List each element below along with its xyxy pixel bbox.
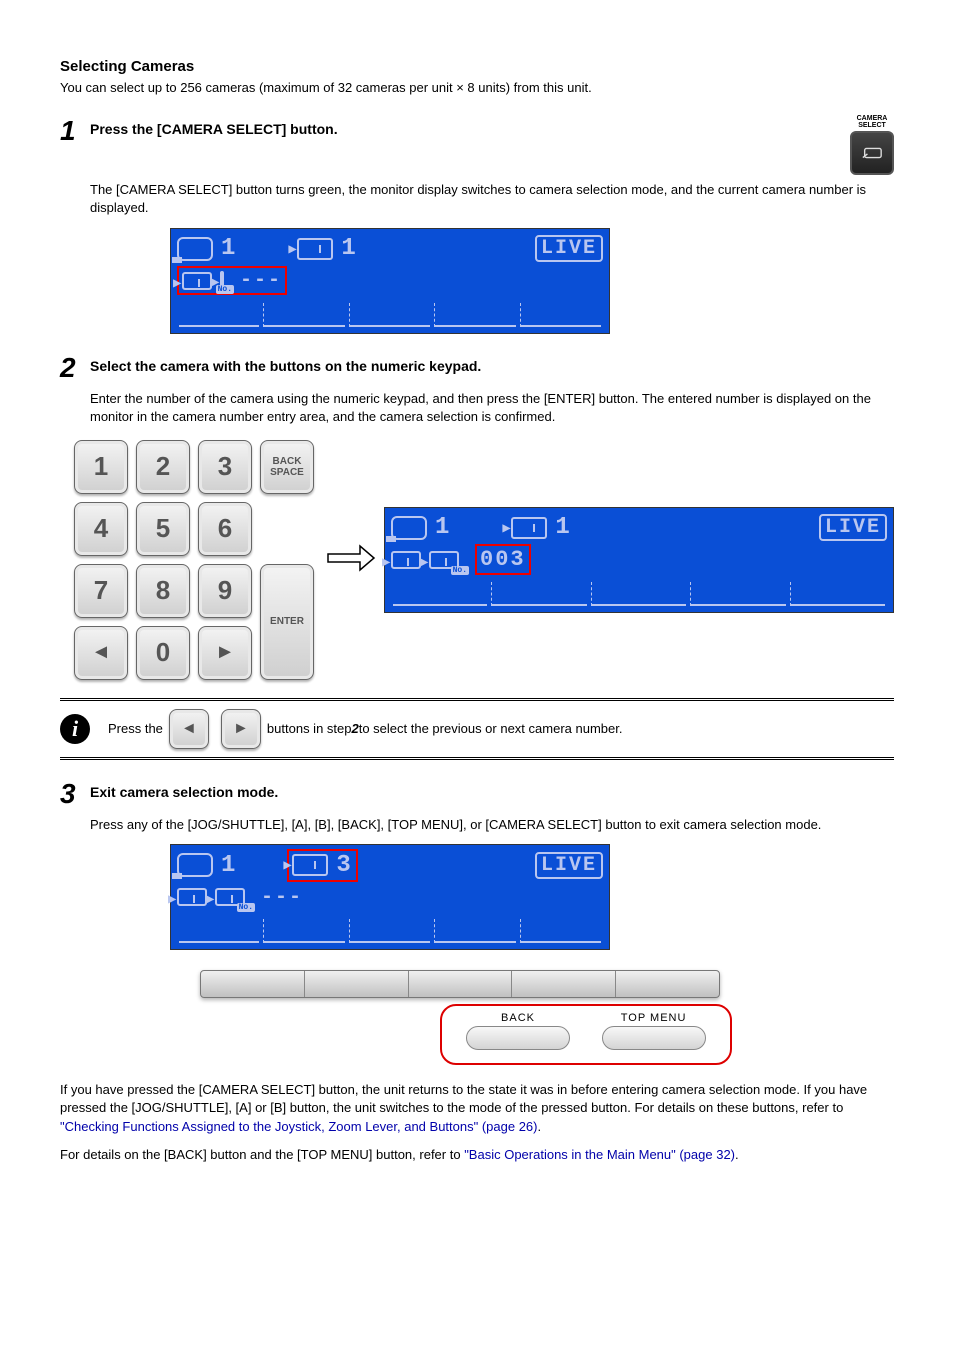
keypad-enter[interactable]: ENTER — [260, 564, 314, 680]
flow-arrow-icon — [326, 543, 376, 576]
note-text-mid: buttons in step — [267, 721, 352, 736]
camera-icon — [391, 551, 421, 569]
step-2-title: Select the camera with the buttons on th… — [90, 352, 894, 374]
function-bar-slot[interactable] — [615, 971, 719, 997]
step-3: 3 Exit camera selection mode. — [60, 778, 894, 810]
lcd-display-1: 1 1 LIVE No. --- — [170, 228, 610, 334]
lcd2-monitor-num: 1 — [435, 514, 451, 541]
note-text-suffix: to select the previous or next camera nu… — [359, 721, 623, 736]
keypad-8[interactable]: 8 — [136, 564, 190, 618]
step-1-number: 1 — [60, 115, 90, 147]
keypad-right[interactable]: ► — [198, 626, 252, 680]
lcd3-live: LIVE — [535, 852, 603, 879]
monitor-icon — [177, 853, 213, 877]
camera-icon — [292, 854, 328, 876]
function-bar-slot[interactable] — [201, 971, 304, 997]
note-text-prefix: Press the — [108, 721, 163, 736]
camera-icon — [297, 238, 333, 260]
numeric-keypad: 1 2 3 BACK SPACE 4 5 6 7 8 9 ◄ 0 ► — [70, 436, 318, 684]
lcd2-camera-num: 1 — [555, 514, 571, 541]
keypad-7[interactable]: 7 — [74, 564, 128, 618]
lcd1-monitor-num: 1 — [221, 235, 237, 262]
top-menu-button[interactable] — [602, 1026, 706, 1050]
info-note: i Press the ◄ ► buttons in step 2 to sel… — [60, 698, 894, 760]
monitor-icon — [391, 516, 427, 540]
step-3-title: Exit camera selection mode. — [90, 778, 894, 800]
camera-icon — [511, 517, 547, 539]
keypad-0[interactable]: 0 — [136, 626, 190, 680]
step-1-title: Press the [CAMERA SELECT] button. — [90, 115, 835, 137]
lcd2-live: LIVE — [819, 514, 887, 541]
function-bar — [200, 970, 720, 998]
lcd2-entry: 003 — [475, 544, 531, 575]
top-menu-button-label: TOP MENU — [588, 1012, 720, 1024]
step-3-number: 3 — [60, 778, 90, 810]
lcd-display-2: 1 1 LIVE No. 003 — [384, 507, 894, 613]
keypad-6[interactable]: 6 — [198, 502, 252, 556]
page-title: Selecting Cameras — [60, 58, 894, 75]
camera-select-button[interactable] — [850, 131, 894, 175]
keypad-4[interactable]: 4 — [74, 502, 128, 556]
function-bar-slot[interactable] — [511, 971, 615, 997]
lcd-display-3: 1 3 LIVE No. --- — [170, 844, 610, 950]
outro-paragraph-2: For details on the [BACK] button and the… — [60, 1146, 894, 1164]
step-3-desc: Press any of the [JOG/SHUTTLE], [A], [B]… — [90, 816, 894, 834]
outro-link-2[interactable]: "Basic Operations in the Main Menu" (pag… — [464, 1147, 735, 1162]
lcd1-camera-num: 1 — [341, 235, 357, 262]
back-button-label: BACK — [452, 1012, 584, 1024]
lcd3-monitor-num: 1 — [221, 852, 237, 879]
camera-icon — [182, 272, 212, 290]
camera-icon — [177, 888, 207, 906]
step-2: 2 Select the camera with the buttons on … — [60, 352, 894, 384]
outro-link-1[interactable]: "Checking Functions Assigned to the Joys… — [60, 1119, 538, 1134]
keypad-left[interactable]: ◄ — [74, 626, 128, 680]
keypad-3[interactable]: 3 — [198, 440, 252, 494]
camera-select-label: CAMERA SELECT — [850, 115, 894, 129]
lcd1-entry: --- — [240, 269, 282, 292]
function-bar-slot[interactable] — [304, 971, 408, 997]
note-left-button[interactable]: ◄ — [169, 709, 209, 749]
keypad-2[interactable]: 2 — [136, 440, 190, 494]
back-topmenu-group: BACK TOP MENU — [440, 1004, 732, 1065]
note-step-ref: 2 — [351, 721, 358, 736]
outro-paragraph-1: If you have pressed the [CAMERA SELECT] … — [60, 1081, 894, 1136]
note-right-button[interactable]: ► — [221, 709, 261, 749]
keypad-9[interactable]: 9 — [198, 564, 252, 618]
back-button[interactable] — [466, 1026, 570, 1050]
lcd3-camera-num: 3 — [336, 852, 352, 879]
step-2-desc: Enter the number of the camera using the… — [90, 390, 894, 426]
monitor-icon — [177, 237, 213, 261]
keypad-backspace[interactable]: BACK SPACE — [260, 440, 314, 494]
intro-paragraph: You can select up to 256 cameras (maximu… — [60, 79, 894, 97]
function-bar-slot[interactable] — [408, 971, 512, 997]
step-2-number: 2 — [60, 352, 90, 384]
step-1: 1 Press the [CAMERA SELECT] button. CAME… — [60, 115, 894, 175]
keypad-1[interactable]: 1 — [74, 440, 128, 494]
lcd1-live: LIVE — [535, 235, 603, 262]
lcd3-entry: --- — [261, 886, 303, 909]
camera-select-icon — [861, 146, 883, 160]
info-icon: i — [60, 714, 90, 744]
keypad-5[interactable]: 5 — [136, 502, 190, 556]
step-1-desc: The [CAMERA SELECT] button turns green, … — [90, 181, 894, 217]
